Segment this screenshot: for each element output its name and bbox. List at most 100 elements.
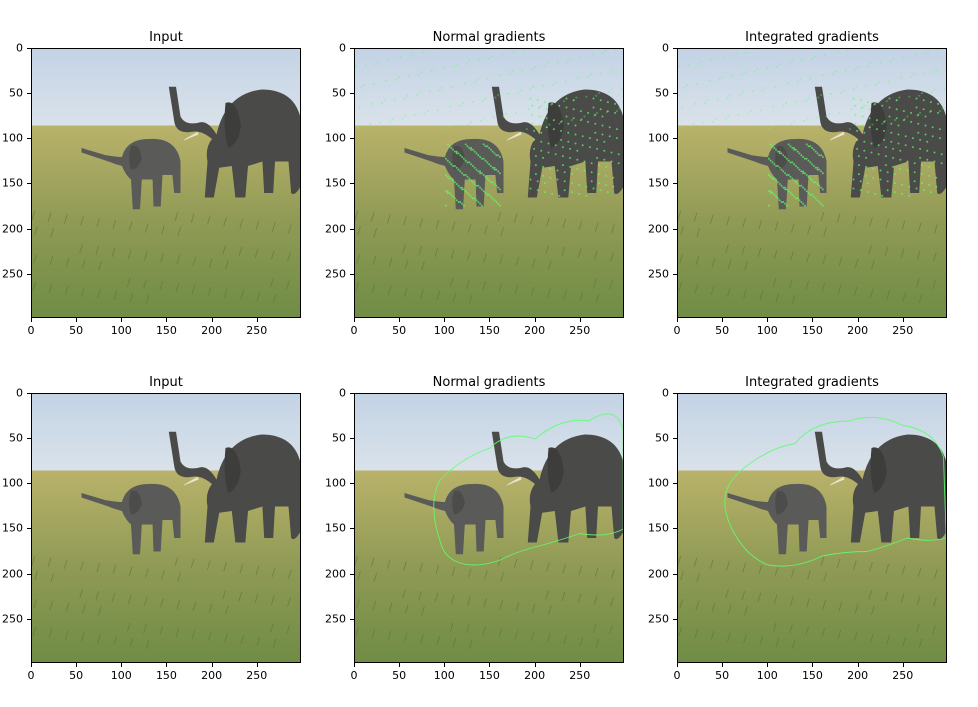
gradient-speckle xyxy=(551,102,554,105)
gradient-speckle xyxy=(892,165,895,168)
grass-blade xyxy=(790,251,794,261)
grass-blade xyxy=(901,220,906,231)
grass-blade xyxy=(96,563,100,573)
gradient-speckle xyxy=(879,178,882,181)
gradient-speckle xyxy=(466,175,469,178)
x-tick-mark xyxy=(722,663,724,667)
grass-blade xyxy=(727,259,732,269)
gradient-speckle xyxy=(395,78,398,81)
grass-blade xyxy=(727,632,731,642)
gradient-speckle xyxy=(596,147,599,150)
gradient-speckle xyxy=(464,190,467,193)
grass-blade xyxy=(678,210,682,221)
gradient-speckle xyxy=(464,143,467,146)
gradient-speckle xyxy=(470,147,473,149)
gradient-speckle xyxy=(929,101,932,104)
tusk xyxy=(506,131,522,141)
gradient-speckle xyxy=(814,150,817,153)
gradient-speckle xyxy=(865,174,868,177)
gradient-speckle xyxy=(782,186,785,189)
gradient-speckle xyxy=(821,188,824,191)
gradient-speckle xyxy=(538,124,541,127)
gradient-speckle xyxy=(399,56,402,59)
grass-blade xyxy=(545,245,549,255)
grass-blade xyxy=(609,625,613,635)
gradient-speckle xyxy=(583,115,586,118)
grass-blade xyxy=(902,291,907,302)
gradient-speckle xyxy=(922,108,925,111)
gradient-speckle xyxy=(457,201,460,203)
gradient-speckle xyxy=(444,157,447,160)
gradient-speckle xyxy=(703,101,707,105)
gradient-speckle xyxy=(897,133,900,136)
gradient-speckle xyxy=(809,145,812,148)
elephant-ear xyxy=(547,102,564,148)
gradient-speckle xyxy=(771,161,774,164)
grass-blade xyxy=(223,562,227,572)
gradient-speckle xyxy=(816,183,819,185)
grass-blade xyxy=(710,285,715,295)
grass-blade xyxy=(370,212,375,222)
y-tick-label: 100 xyxy=(648,476,669,490)
gradient-speckle xyxy=(919,147,922,150)
gradient-speckle xyxy=(498,204,501,207)
gradient-speckle xyxy=(515,111,518,114)
gradient-speckle xyxy=(886,189,889,192)
gradient-speckle xyxy=(403,97,406,100)
grass-blade xyxy=(823,572,827,582)
gradient-speckle xyxy=(888,106,891,109)
gradient-speckle xyxy=(780,152,783,155)
grass-blade xyxy=(577,593,582,603)
grass-blade xyxy=(838,256,843,267)
gradient-speckle xyxy=(780,201,783,203)
gradient-speckle xyxy=(798,184,801,187)
grass-blade xyxy=(356,599,360,609)
grass-blade xyxy=(404,632,408,642)
y-tick-label: 250 xyxy=(648,267,669,281)
y-tick-mark xyxy=(27,93,31,95)
gradient-speckle xyxy=(828,112,831,115)
gradient-speckle xyxy=(775,195,778,198)
gradient-speckle xyxy=(816,199,819,202)
gradient-speckle xyxy=(540,131,543,134)
gradient-speckle xyxy=(560,129,563,132)
gradient-speckle xyxy=(872,176,875,179)
gradient-speckle xyxy=(769,143,772,146)
gradient-speckle xyxy=(558,122,561,125)
image-axes xyxy=(677,48,947,318)
gradient-speckle xyxy=(915,97,918,100)
gradient-speckle xyxy=(590,162,593,165)
gradient-speckle xyxy=(747,112,750,115)
y-tick-label: 100 xyxy=(2,131,23,145)
x-tick-label: 250 xyxy=(246,669,268,682)
gradient-speckle xyxy=(892,57,895,60)
grass-blade xyxy=(547,633,551,643)
grass-blade xyxy=(773,249,778,259)
gradient-speckle xyxy=(904,135,907,138)
y-tick-mark xyxy=(350,48,354,49)
gradient-speckle xyxy=(441,86,444,89)
gradient-speckle xyxy=(856,147,859,150)
gradient-speckle xyxy=(791,161,794,164)
gradient-speckle xyxy=(874,192,877,195)
grass-blade xyxy=(160,598,164,608)
grass-blade xyxy=(81,259,86,269)
gradient-speckle xyxy=(455,63,458,66)
gradient-speckle xyxy=(915,187,918,190)
gradient-speckle xyxy=(884,155,887,158)
grass-blade xyxy=(419,218,423,228)
grass-blade xyxy=(255,220,260,231)
gradient-speckle xyxy=(529,88,532,91)
grass-blade xyxy=(145,639,150,649)
grass-blade xyxy=(98,606,102,616)
gradient-speckle xyxy=(764,86,767,89)
grass-blade xyxy=(868,590,872,600)
gradient-speckle xyxy=(708,79,711,82)
grass-blade xyxy=(514,629,519,639)
grass-blade xyxy=(726,561,730,571)
gradient-speckle xyxy=(475,168,478,171)
gradient-speckle xyxy=(877,81,880,84)
grass-blade xyxy=(805,281,809,291)
gradient-speckle xyxy=(605,165,608,168)
gradient-speckle xyxy=(464,174,467,176)
